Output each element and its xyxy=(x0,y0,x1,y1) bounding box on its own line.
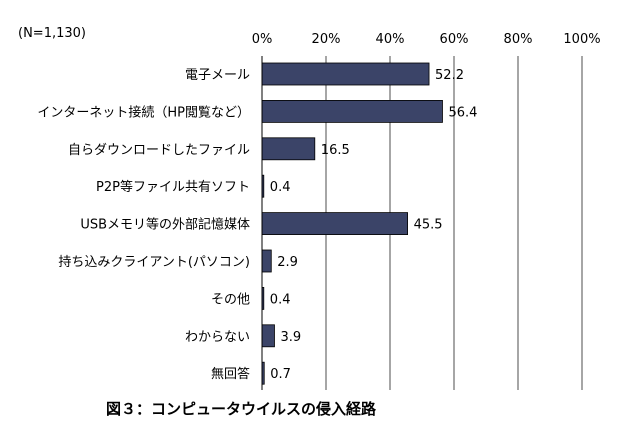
x-tick-label: 60% xyxy=(440,32,469,47)
category-label: インターネット接続（HP閲覧など） xyxy=(37,104,250,120)
value-label: 56.4 xyxy=(448,105,477,120)
value-label: 0.4 xyxy=(270,292,291,307)
category-label: その他 xyxy=(211,292,250,307)
bar xyxy=(261,62,430,86)
value-label: 3.9 xyxy=(280,330,301,345)
value-label: 16.5 xyxy=(321,143,350,158)
category-label: 持ち込みクライアント(パソコン) xyxy=(58,255,250,270)
x-tick-label: 100% xyxy=(563,32,600,47)
value-label: 0.7 xyxy=(270,367,291,382)
x-tick-label: 80% xyxy=(504,32,533,47)
value-labels: 52.2 56.4 16.5 0.4 45.5 2.9 0.4 3.9 0.7 xyxy=(270,68,478,382)
bar xyxy=(261,249,272,273)
category-label: わからない xyxy=(185,330,250,345)
x-tick-label: 20% xyxy=(312,32,341,47)
bars xyxy=(261,62,443,385)
value-label: 45.5 xyxy=(414,218,443,233)
x-axis-ticks: 0% 20% 40% 60% 80% 100% xyxy=(252,32,601,47)
category-label: USBメモリ等の外部記憶媒体 xyxy=(80,217,250,233)
category-label: 電子メール xyxy=(185,68,250,83)
value-label: 0.4 xyxy=(270,180,291,195)
chart-caption: 図３：コンピュータウイルスの侵入経路 xyxy=(106,400,377,418)
category-label: P2P等ファイル共有ソフト xyxy=(96,179,250,195)
bar xyxy=(261,100,443,123)
value-label: 52.2 xyxy=(435,68,464,83)
sample-size-label: (N=1,130) xyxy=(18,26,86,41)
x-tick-label: 40% xyxy=(376,32,405,47)
category-label: 自らダウンロードしたファイル xyxy=(68,143,250,158)
bar xyxy=(261,324,275,348)
value-label: 2.9 xyxy=(277,255,298,270)
bar xyxy=(261,212,409,236)
category-label: 無回答 xyxy=(211,366,250,382)
bar xyxy=(261,137,316,161)
x-tick-label: 0% xyxy=(252,32,273,47)
